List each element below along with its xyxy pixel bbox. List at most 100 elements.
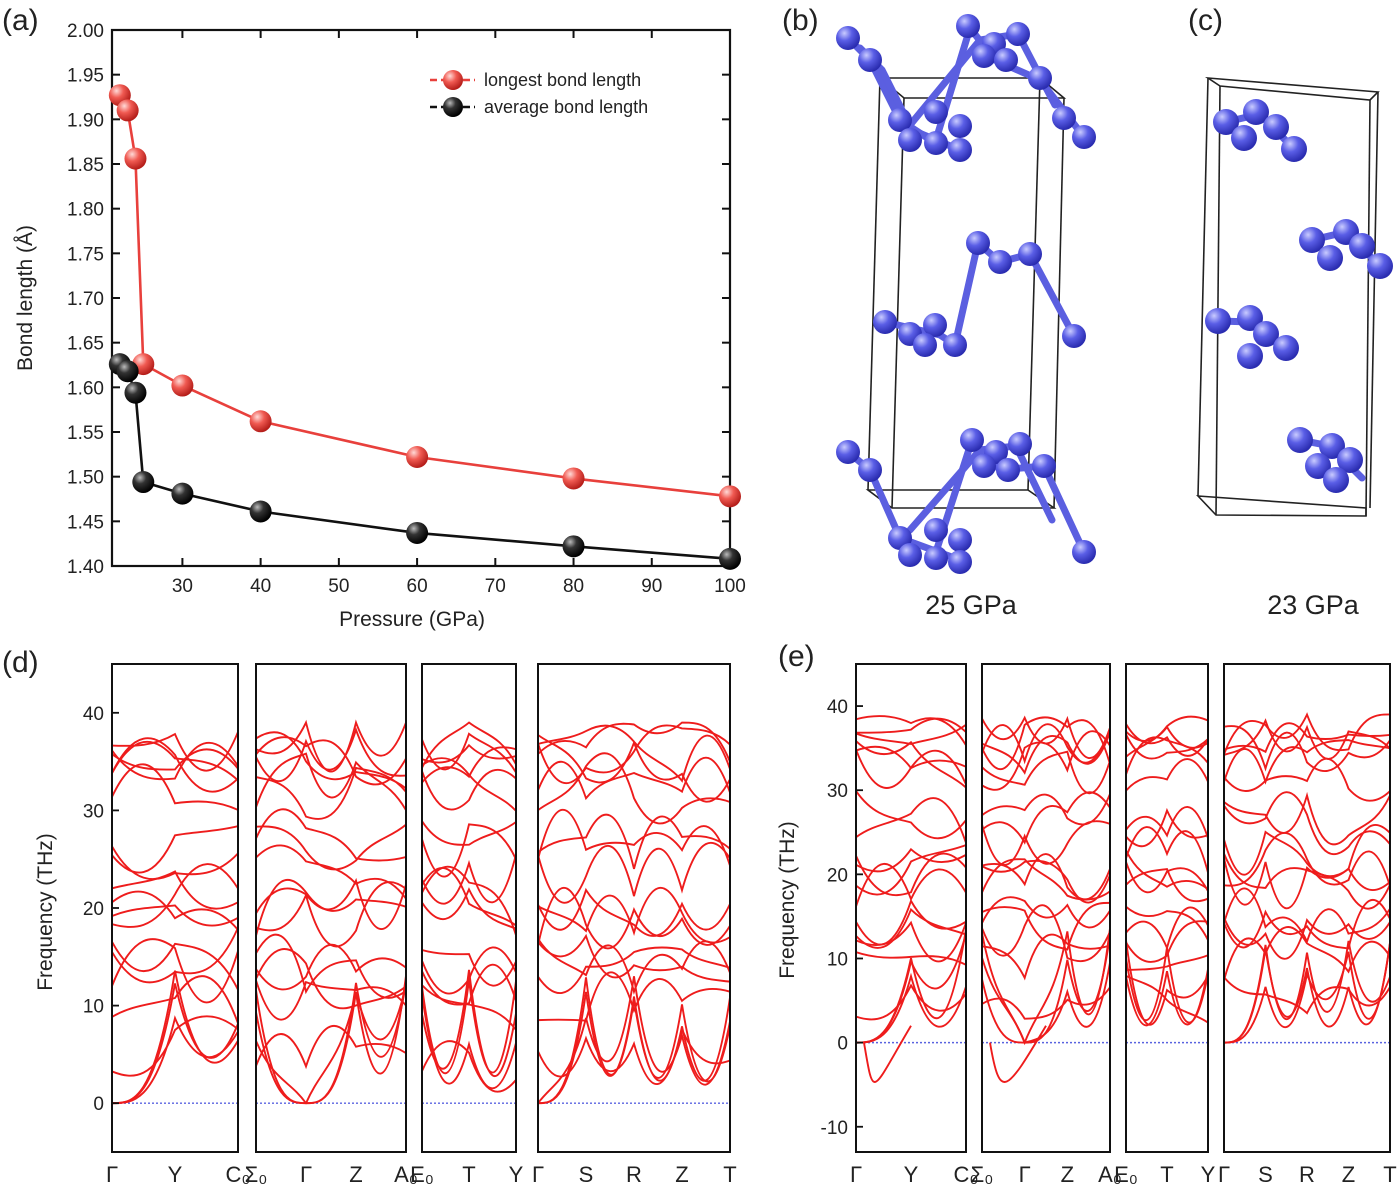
atom (1287, 427, 1313, 453)
phonon-band (982, 730, 1110, 791)
phonon-band (1126, 826, 1208, 873)
y-tick-label: 40 (83, 704, 104, 725)
atoms (836, 14, 1096, 574)
phonon-band (256, 1024, 406, 1070)
legend: longest bond length average bond length (430, 70, 648, 117)
phonon-band (1126, 906, 1208, 941)
band-panel-frame (1125, 663, 1209, 1153)
atom (836, 440, 860, 464)
x-tick-label: 30 (172, 576, 193, 597)
x-tick-label: 60 (407, 576, 428, 597)
structure-25gpa: 25 GPa (836, 14, 1096, 620)
data-point-longest (124, 147, 147, 170)
k-point-label: R (626, 1162, 642, 1187)
phonon-band (112, 740, 238, 782)
atom (873, 310, 897, 334)
imaginary-band (863, 1025, 912, 1083)
phonon-band (112, 1015, 238, 1105)
y-tick-label: 1.55 (67, 423, 104, 444)
phonon-band (1224, 917, 1390, 960)
panel-letter-c: (c) (1188, 4, 1223, 37)
band-curves (538, 721, 730, 1105)
phonon-band (1224, 722, 1390, 754)
atom (1072, 125, 1096, 149)
band-curves (982, 715, 1110, 1083)
phonon-band (112, 927, 238, 984)
phonon-band (982, 820, 1110, 866)
k-point-label: Y (168, 1162, 183, 1187)
y-axis-title: Frequency (THz) (34, 833, 57, 991)
phonon-band (112, 731, 238, 772)
phonon-band (422, 820, 516, 846)
phonon-band (422, 823, 516, 878)
bond-length-chart: 30 40 50 60 70 80 90 100 1.401.451.501.551.601.… (14, 21, 746, 631)
atom (1006, 22, 1030, 46)
data-point-longest (719, 485, 741, 508)
k-point-label: A₀ (394, 1162, 418, 1187)
phonon-band (1224, 976, 1390, 1015)
atom (1337, 447, 1363, 473)
series-line-longest (118, 94, 731, 498)
y-tick-label: 0 (93, 1094, 104, 1115)
phonon-band (422, 887, 516, 930)
phonon-band (422, 994, 516, 1090)
k-point-label: Γ (1019, 1162, 1031, 1187)
k-point-label: Z (349, 1162, 362, 1187)
atom (1263, 114, 1289, 140)
unit-cell-box (865, 77, 1067, 509)
y-tick-label: 1.85 (67, 155, 104, 176)
y-tick-label: 1.65 (67, 334, 104, 355)
atom (898, 543, 922, 567)
panel-letter-a: (a) (2, 4, 39, 37)
phonon-band (856, 852, 966, 897)
band-panel-frame (255, 663, 407, 1153)
y-tick-label: 1.70 (67, 289, 104, 310)
k-point-label: Y (904, 1162, 919, 1187)
phonon-band (256, 823, 406, 871)
band-curves (1224, 712, 1390, 1044)
phonon-band (112, 748, 238, 771)
atom (1072, 540, 1096, 564)
atom (923, 313, 947, 337)
phonon-band (112, 975, 238, 1024)
band-panel-frame (855, 663, 967, 1153)
phonon-band (982, 731, 1110, 775)
phonon-band (1224, 942, 1390, 1044)
phonon-band (982, 859, 1110, 904)
atom (972, 44, 996, 68)
atom (1032, 454, 1056, 478)
phonon-band (1126, 906, 1208, 951)
x-tick-label: 40 (250, 576, 271, 597)
phonon-band (1126, 758, 1208, 792)
phonon-band (256, 736, 406, 786)
phonon-band (112, 904, 238, 927)
phonon-band (856, 907, 966, 949)
phonon-band (256, 719, 406, 773)
atom (1323, 467, 1349, 493)
phonon-band (538, 991, 730, 1105)
phonon-band (982, 928, 1110, 1046)
phonon-band (856, 928, 966, 1044)
phonon-band (422, 946, 516, 995)
atom (972, 454, 996, 478)
phonon-band (982, 716, 1110, 771)
phonon-band (256, 766, 406, 820)
y-tick-label: 10 (827, 949, 848, 970)
y-tick-label: 20 (827, 865, 848, 886)
phonon-band (1224, 899, 1390, 950)
phonon-band (256, 943, 406, 991)
phonon-band (422, 743, 516, 764)
phonon-band (422, 1040, 516, 1093)
atom (913, 333, 937, 357)
phonon-band (856, 797, 966, 844)
phonon-band (1224, 824, 1390, 878)
k-point-label: Γ (106, 1162, 118, 1187)
k-point-label: E₀ (410, 1162, 434, 1187)
phonon-band (422, 721, 516, 769)
k-point-label: Γ (532, 1162, 544, 1187)
phonon-band (422, 949, 516, 987)
y-tick-label: 1.95 (67, 66, 104, 87)
axis-ticks (112, 29, 731, 567)
imaginary-band (989, 1025, 1047, 1083)
